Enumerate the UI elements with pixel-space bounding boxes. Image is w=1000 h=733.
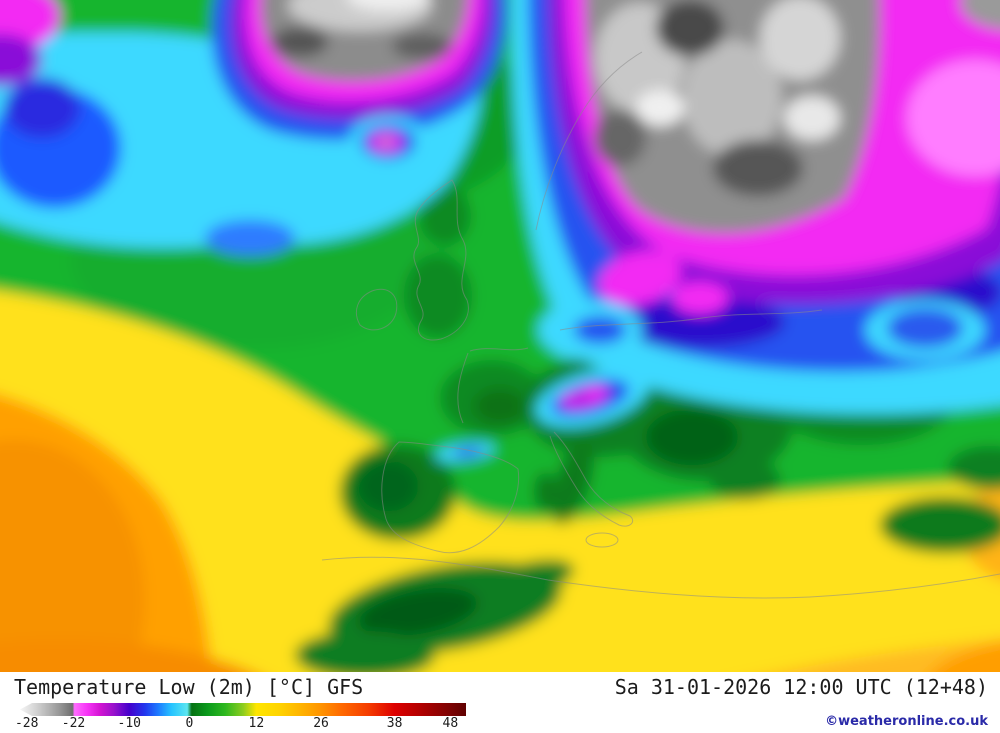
colorbar-tick--10: -10 xyxy=(117,716,142,731)
temperature-field xyxy=(0,0,1000,672)
colorbar-ticks: -28 -22 -10 0 12 26 38 48 xyxy=(15,716,466,732)
coastline-north-africa xyxy=(321,556,1000,599)
coastline-france-west xyxy=(457,352,469,424)
coastline-iberia xyxy=(381,441,520,554)
coastline-ireland xyxy=(356,288,398,331)
footer: Temperature Low (2m) [°C] GFS Sa 31-01-2… xyxy=(0,672,1000,733)
coastline-france-north xyxy=(469,347,529,352)
colorbar-tick--22: -22 xyxy=(61,716,86,731)
colorbar: -28 -22 -10 0 12 26 38 48 xyxy=(15,703,466,733)
map-datetime: Sa 31-01-2026 12:00 UTC (12+48) xyxy=(614,675,988,699)
coastline-norway xyxy=(535,51,643,231)
coastline-italy xyxy=(549,431,634,527)
colorbar-tick-26: 26 xyxy=(313,716,329,731)
coastline-britain xyxy=(413,179,469,341)
temperature-map xyxy=(0,0,1000,672)
colorbar-tick-12: 12 xyxy=(248,716,265,731)
copyright-text: ©weatheronline.co.uk xyxy=(825,714,988,729)
colorbar-tick-0: 0 xyxy=(185,716,194,731)
colorbar-tick--28: -28 xyxy=(14,716,39,731)
coastlines xyxy=(321,51,1000,599)
coastline-baltic xyxy=(559,309,823,331)
coastline-sicily xyxy=(585,532,619,548)
map-graphic xyxy=(0,0,1000,672)
colorbar-tick-48: 48 xyxy=(442,716,459,731)
map-title: Temperature Low (2m) [°C] GFS xyxy=(14,675,364,699)
colorbar-gradient xyxy=(20,703,466,716)
colorbar-tick-38: 38 xyxy=(386,716,403,731)
